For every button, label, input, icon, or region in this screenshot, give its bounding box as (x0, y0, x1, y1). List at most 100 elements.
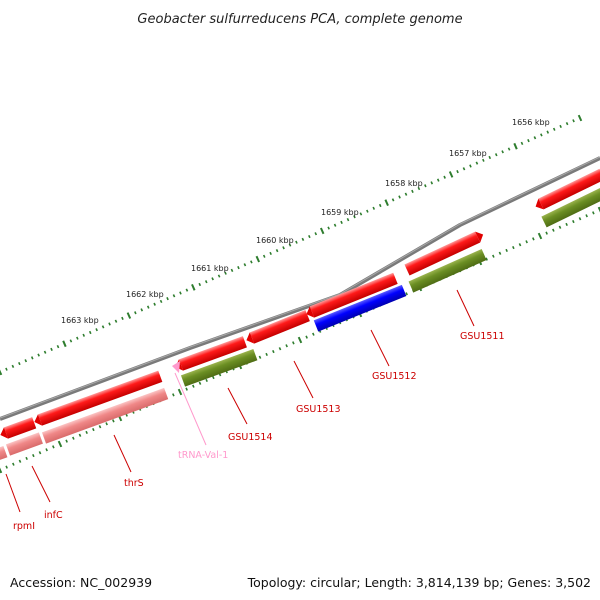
ruler-minor-tick (92, 427, 95, 432)
ruler-minor-tick (105, 422, 108, 426)
ruler-minor-tick (24, 359, 28, 363)
ruler-minor-tick (404, 192, 408, 196)
ruler-major-tick (448, 171, 454, 178)
gene-arrow-left[interactable] (0, 417, 37, 441)
ruler-label-1656: 1656 kbp (512, 118, 550, 127)
ruler-minor-tick (262, 254, 266, 258)
label-thrs[interactable]: thrS (124, 478, 144, 489)
ruler-minor-tick (507, 147, 511, 151)
gene-box-olive-gsu1511[interactable] (408, 248, 487, 293)
ruler-minor-tick (159, 299, 163, 304)
leader-rpmi (5, 473, 21, 513)
gene-box-olive-gsu1514[interactable] (180, 349, 258, 387)
ruler-minor-tick (469, 164, 472, 168)
accession-text: Accession: NC_002939 (10, 575, 153, 590)
ruler-minor-tick (82, 333, 86, 337)
label-gsu1512[interactable]: GSU1512 (372, 371, 417, 382)
ruler-minor-tick (540, 133, 543, 137)
leader-lines (5, 289, 475, 513)
ruler-labels: 1656 kbp 1657 kbp 1658 kbp 1659 kbp 1660… (61, 118, 550, 325)
gene-box-blue-gsu1512[interactable] (313, 284, 407, 332)
label-rpmi[interactable]: rpmI (13, 521, 35, 532)
ruler-minor-tick (417, 186, 421, 191)
ruler-major-tick (384, 199, 389, 207)
ruler-minor-tick (533, 136, 537, 140)
ruler-minor-tick (546, 130, 550, 134)
ruler-minor-tick (179, 291, 182, 295)
ruler-minor-tick (282, 246, 285, 250)
gene-box-pink-thrs[interactable] (41, 387, 169, 444)
ruler-minor-tick (475, 161, 479, 165)
ruler-major-tick (191, 283, 196, 291)
label-infc[interactable]: infC (44, 510, 63, 521)
ruler-minor-tick (436, 178, 440, 182)
gene-arrow-gsu1513-region[interactable] (244, 309, 310, 346)
ruler-minor-tick (211, 277, 214, 281)
ruler-minor-tick (488, 155, 492, 160)
ruler-label-1658: 1658 kbp (385, 179, 423, 188)
genome-backbone-highlight (0, 156, 600, 419)
ruler-minor-tick (498, 251, 502, 255)
ruler-minor-tick (166, 296, 169, 301)
ruler-minor-tick (258, 355, 262, 359)
label-gsu1513[interactable]: GSU1513 (296, 404, 341, 415)
ruler-minor-tick (212, 375, 215, 380)
ruler-minor-tick (494, 153, 498, 157)
gene-arrow-top-right[interactable] (533, 168, 600, 212)
ruler-minor-tick (95, 328, 98, 332)
ruler-minor-tick (243, 263, 247, 267)
trna-val-1-marker[interactable] (172, 361, 180, 373)
leader-gsu1513 (293, 360, 314, 399)
ruler-major-tick (297, 336, 303, 344)
ruler-minor-tick (134, 311, 137, 315)
ruler-minor-tick (301, 237, 305, 241)
ruler-minor-tick (565, 222, 568, 227)
ruler-minor-tick (272, 349, 275, 354)
ruler-minor-tick (30, 356, 34, 360)
ruler-minor-tick (85, 430, 88, 435)
ruler-minor-tick (482, 158, 485, 162)
gene-box-pink-rpmi[interactable] (0, 445, 8, 461)
ruler-minor-tick (552, 127, 556, 131)
ruler-minor-tick (327, 226, 330, 230)
ruler-minor-tick (224, 271, 227, 275)
label-gsu1514[interactable]: GSU1514 (228, 432, 273, 443)
ruler-minor-tick (572, 219, 575, 224)
ruler-minor-tick (185, 387, 188, 391)
gene-arrow-gsu1512-region[interactable] (304, 272, 398, 320)
ruler-minor-tick (411, 189, 414, 194)
second-track-genes (0, 187, 600, 461)
ruler-minor-tick (101, 325, 105, 329)
ruler-minor-tick (366, 209, 369, 213)
leader-gsu1511 (456, 289, 475, 327)
label-gsu1511[interactable]: GSU1511 (460, 331, 505, 342)
ruler-minor-tick (372, 206, 376, 210)
gene-box-pink-infc[interactable] (5, 432, 43, 456)
ruler-minor-tick (424, 184, 427, 188)
gene-box-olive-top-right[interactable] (541, 187, 600, 228)
ruler-minor-tick (285, 344, 288, 348)
gene-arrow-thrs-region[interactable] (32, 370, 163, 428)
ruler-minor-tick (278, 347, 282, 351)
ruler-minor-tick (585, 214, 588, 218)
ruler-minor-tick (217, 274, 221, 278)
ruler-minor-tick (333, 223, 337, 227)
ruler-minor-tick (312, 332, 315, 336)
ruler-minor-tick (572, 119, 575, 123)
ruler-minor-tick (32, 453, 35, 458)
ruler-minor-tick (230, 268, 234, 273)
gene-arrow-gsu1511-region[interactable] (404, 229, 485, 276)
ruler-major-tick (177, 388, 183, 396)
ruler-label-1659: 1659 kbp (321, 208, 359, 217)
ruler-minor-tick (5, 465, 8, 469)
label-trna-val-1[interactable]: tRNA-Val-1 (178, 450, 228, 461)
ruler-minor-tick (114, 319, 118, 323)
ruler-minor-tick (38, 451, 42, 455)
ruler-label-1660: 1660 kbp (256, 236, 294, 245)
ruler-minor-tick (37, 353, 40, 357)
ruler-minor-tick (250, 260, 253, 264)
leader-gsu1514 (227, 387, 248, 425)
ruler-minor-tick (153, 302, 156, 306)
ruler-minor-tick (359, 212, 363, 216)
